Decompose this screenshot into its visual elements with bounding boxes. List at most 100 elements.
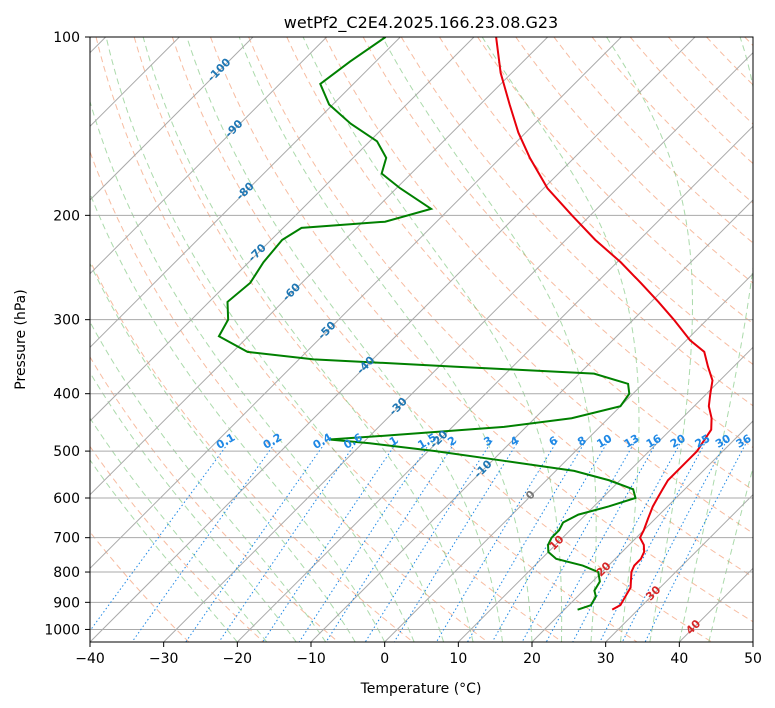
mixing-ratio-label: 3 (482, 434, 495, 449)
dry-adiabat (706, 37, 753, 86)
mixing-ratio-line (545, 440, 659, 642)
dry-adiabat (95, 37, 563, 642)
moist-adiabat (90, 99, 415, 642)
moist-adiabat (105, 37, 445, 642)
mixing-ratio-label: 0.4 (311, 431, 335, 452)
y-tick-label: 700 (53, 531, 80, 547)
isotherm-line (678, 567, 753, 642)
mixing-ratio-label: 8 (575, 434, 588, 449)
y-tick-label: 400 (53, 387, 80, 403)
dry-adiabat (90, 356, 339, 642)
axes: −40 −30 −20 −10 0 10 20 30 40 5010020030040050060… (44, 30, 762, 667)
isotherm-line (310, 199, 753, 642)
dry-adiabat (744, 37, 753, 47)
isotherm-line (752, 641, 753, 642)
dry-adiabat (668, 37, 753, 125)
x-axis-label: Temperature (°C) (360, 681, 482, 697)
y-tick-label: 600 (53, 491, 80, 507)
y-tick-label: 300 (53, 313, 80, 329)
dry-adiabat (324, 37, 753, 491)
mixing-ratio-line (218, 440, 358, 642)
y-tick-label: 900 (53, 595, 80, 611)
dry-adiabat (400, 37, 753, 407)
isotherm-label: -50 (315, 319, 338, 342)
isotherm-line (531, 420, 753, 642)
moist-adiabat (238, 37, 533, 642)
isotherm-line (90, 37, 622, 570)
y-tick-label: 500 (53, 444, 80, 460)
background-guides (90, 37, 753, 642)
moist-adiabat (90, 320, 327, 642)
dry-adiabat (171, 37, 712, 642)
y-tick-label: 100 (53, 30, 80, 46)
x-tick-label: −20 (223, 651, 253, 667)
moist-adiabat (481, 37, 640, 642)
isotherm-line (90, 37, 549, 496)
mixing-ratio-label: 0.2 (261, 431, 284, 452)
dewpoint-line (217, 37, 637, 611)
isotherm-line (90, 37, 254, 201)
dry-adiabat (90, 445, 264, 642)
dry-adiabat (248, 37, 753, 578)
y-axis-label: Pressure (hPa) (13, 289, 29, 389)
dry-adiabat (591, 37, 753, 204)
mixing-ratio-label: 6 (547, 434, 560, 449)
isotherm-label: 30 (643, 583, 663, 603)
x-tick-label: 20 (523, 651, 541, 667)
isotherm-label: -10 (471, 457, 494, 480)
mixing-ratio-line (185, 440, 328, 642)
isotherm-label: -90 (222, 117, 245, 140)
isotherm-line (457, 346, 753, 642)
mixing-ratio-label: 25 (693, 432, 713, 451)
mixing-ratio-label: 16 (644, 432, 664, 451)
mixing-ratio-line (435, 440, 558, 642)
mixing-ratio-line (90, 440, 231, 632)
mixing-ratio-line (621, 440, 728, 642)
isotherm-label: -80 (234, 179, 257, 202)
x-tick-label: 30 (597, 651, 615, 667)
dry-adiabat (286, 37, 753, 534)
isotherm-line (163, 51, 753, 642)
plot-frame (89, 36, 754, 643)
mixing-ratio-line (325, 440, 457, 642)
moist-adiabat (90, 459, 238, 642)
sounding-profiles (217, 37, 714, 611)
x-tick-label: −10 (296, 651, 326, 667)
x-tick-label: 10 (449, 651, 467, 667)
moist-adiabat (90, 371, 297, 642)
x-tick-label: 40 (670, 651, 688, 667)
moist-adiabat (606, 37, 693, 642)
x-tick-label: −30 (149, 651, 179, 667)
dry-adiabat (90, 150, 488, 642)
mixing-ratio-label: 0.6 (341, 431, 365, 452)
dry-adiabat (553, 37, 753, 244)
mixing-ratio-label: 4 (508, 434, 521, 449)
x-tick-label: 50 (744, 651, 762, 667)
chart-title: wetPf2_C2E4.2025.166.23.08.G23 (284, 13, 558, 33)
isotherm-line (90, 37, 696, 642)
mixing-ratio-line (131, 440, 278, 642)
dry-adiabat (210, 37, 753, 623)
mixing-ratio-label: 10 (595, 432, 615, 451)
x-tick-label: −40 (75, 651, 105, 667)
x-tick-label: 0 (380, 651, 389, 667)
dry-adiabat (439, 37, 753, 365)
moist-adiabat (142, 37, 474, 642)
y-tick-label: 1000 (44, 622, 80, 638)
mixing-ratio-line (599, 440, 707, 642)
guide-labels: 0.1 0.2 0.4 0.6 1 1.5 2 3 4 6 8 10 13 16 20 25 30 36-100-… (205, 55, 754, 637)
moist-adiabat (90, 192, 386, 642)
mixing-ratio-label: 30 (713, 432, 733, 451)
isotherm-line (236, 125, 753, 642)
mixing-ratio-line (467, 440, 587, 642)
mixing-ratio-line (298, 440, 432, 642)
mixing-ratio-line (262, 440, 399, 642)
y-tick-label: 800 (53, 565, 80, 581)
temperature-line (495, 37, 714, 611)
isotherm-line (605, 493, 753, 642)
dry-adiabat (133, 37, 638, 642)
mixing-ratio-label: 0.1 (214, 431, 237, 452)
moist-adiabat (708, 465, 753, 642)
isotherm-label: 20 (594, 559, 614, 579)
y-tick-label: 200 (53, 208, 80, 224)
